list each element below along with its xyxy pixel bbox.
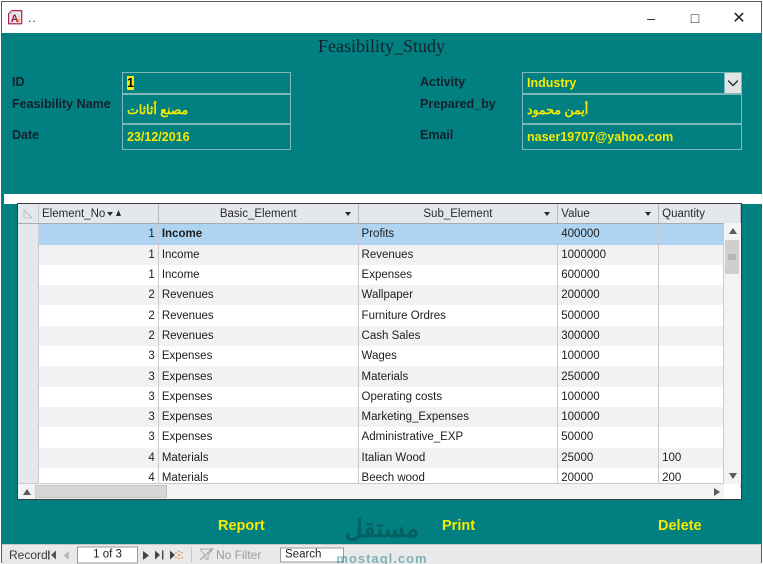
svg-text:A: A bbox=[11, 13, 19, 25]
